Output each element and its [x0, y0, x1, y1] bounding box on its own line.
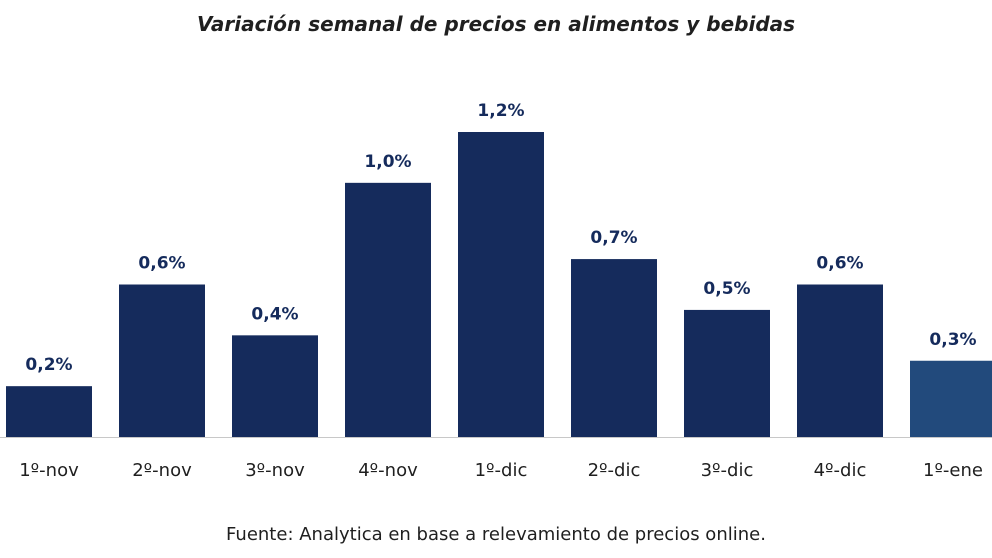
bar-value-label: 0,3%	[929, 330, 976, 350]
bar-1	[6, 386, 92, 437]
labels-layer: 0,2% 1º-nov 0,6% 2º-nov 0,4% 3º-nov 1,0% 4º-nov…	[19, 101, 983, 481]
bar-6	[571, 259, 657, 437]
category-label: 3º-nov	[245, 460, 305, 481]
category-label: 4º-dic	[814, 460, 867, 481]
category-label: 3º-dic	[701, 460, 754, 481]
bar-4	[345, 182, 431, 437]
category-label: 1º-dic	[475, 460, 528, 481]
bar-value-label: 0,4%	[251, 304, 298, 324]
bar-value-label: 0,5%	[703, 279, 750, 299]
bar-value-label: 0,6%	[816, 254, 863, 274]
category-label: 2º-nov	[132, 460, 192, 481]
category-label: 1º-nov	[19, 460, 79, 481]
bar-8	[797, 284, 883, 437]
chart-title: Variación semanal de precios en alimento…	[196, 12, 796, 36]
bar-9	[910, 360, 992, 437]
category-label: 2º-dic	[588, 460, 641, 481]
bar-chart: 0,2% 1º-nov 0,6% 2º-nov 0,4% 3º-nov 1,0% 4º-nov…	[0, 101, 992, 481]
bar-value-label: 0,7%	[590, 228, 637, 248]
bar-value-label: 0,6%	[138, 254, 185, 274]
bar-7	[684, 309, 770, 437]
bar-value-label: 1,0%	[364, 152, 411, 172]
category-label: 4º-nov	[358, 460, 418, 481]
source-note: Fuente: Analytica en base a relevamiento…	[226, 524, 766, 545]
category-label: 1º-ene	[923, 460, 983, 481]
bar-value-label: 1,2%	[477, 101, 524, 121]
bar-value-label: 0,2%	[25, 355, 72, 375]
bar-2	[119, 284, 205, 437]
bars-layer	[6, 132, 992, 437]
bar-3	[232, 335, 318, 437]
bar-5	[458, 132, 544, 437]
